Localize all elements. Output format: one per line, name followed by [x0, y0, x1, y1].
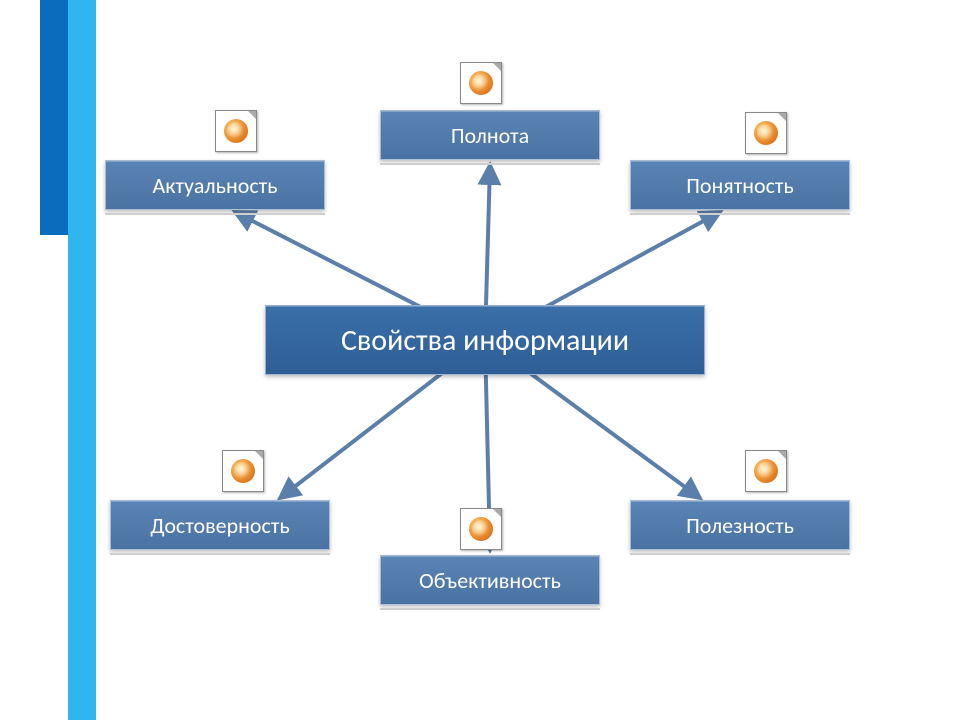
- firefox-icon: [469, 71, 493, 95]
- central-node: Свойства информации: [265, 305, 705, 375]
- node-ponyatnost-file-icon: [745, 112, 787, 154]
- node-aktualnost-file-icon: [215, 110, 257, 152]
- firefox-icon: [469, 517, 493, 541]
- node-dostov: Достоверность: [110, 500, 330, 550]
- node-ponyatnost-label: Понятность: [686, 172, 794, 199]
- node-obekt-file-icon: [460, 508, 502, 550]
- node-polez-label: Полезность: [686, 512, 794, 539]
- node-aktualnost-label: Актуальность: [152, 172, 277, 199]
- node-polnota-label: Полнота: [451, 122, 529, 149]
- node-obekt-underline: [380, 608, 600, 610]
- node-obekt: Объективность: [380, 555, 600, 605]
- node-aktualnost-underline: [105, 213, 325, 215]
- firefox-icon: [231, 459, 255, 483]
- node-ponyatnost: Понятность: [630, 160, 850, 210]
- node-aktualnost: Актуальность: [105, 160, 325, 210]
- node-polez-underline: [630, 553, 850, 555]
- node-polnota: Полнота: [380, 110, 600, 160]
- central-node-label: Свойства информации: [341, 322, 629, 359]
- node-dostov-file-icon: [222, 450, 264, 492]
- node-dostov-underline: [110, 553, 330, 555]
- node-ponyatnost-underline: [630, 213, 850, 215]
- node-polez-file-icon: [745, 450, 787, 492]
- sidebar-stripe-dark: [40, 0, 68, 235]
- node-obekt-label: Объективность: [419, 567, 561, 594]
- node-dostov-label: Достоверность: [150, 512, 289, 539]
- firefox-icon: [224, 119, 248, 143]
- node-polez: Полезность: [630, 500, 850, 550]
- node-polnota-file-icon: [460, 62, 502, 104]
- sidebar-stripe-light: [68, 0, 96, 720]
- firefox-icon: [754, 459, 778, 483]
- firefox-icon: [754, 121, 778, 145]
- node-polnota-underline: [380, 163, 600, 165]
